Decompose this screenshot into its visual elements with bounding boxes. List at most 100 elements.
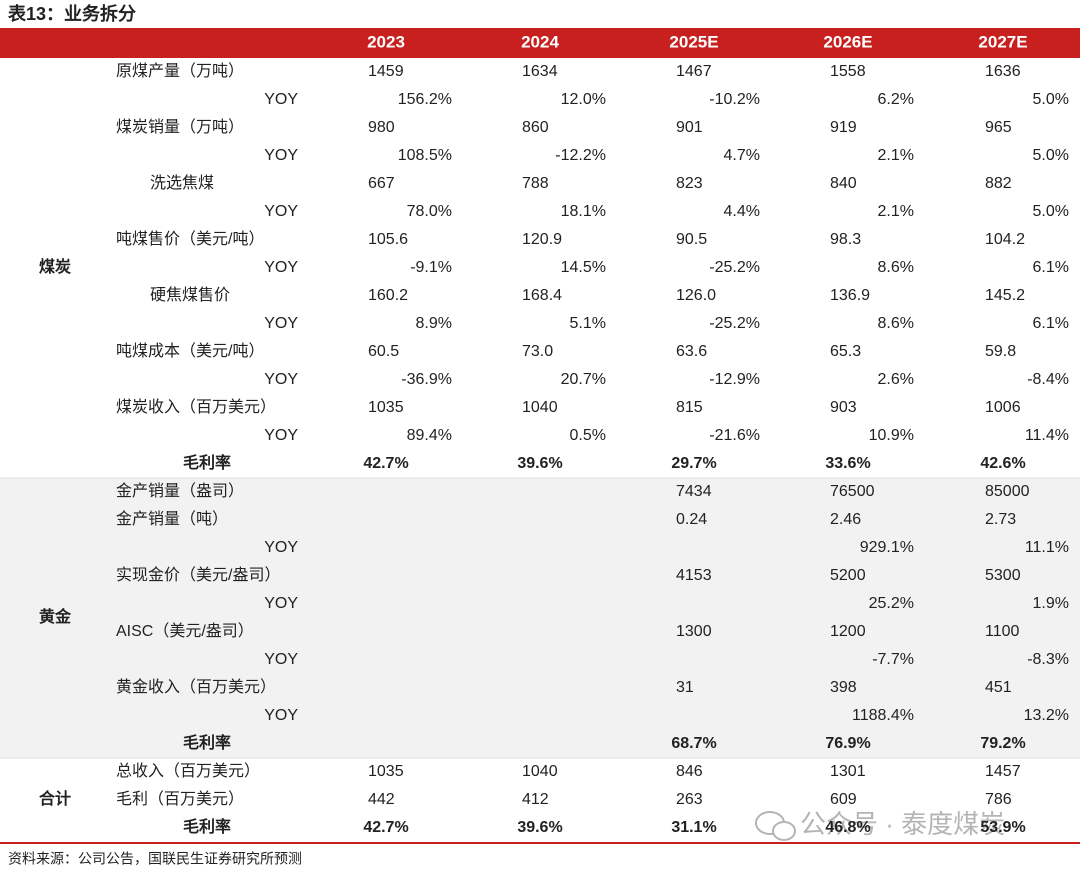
yoy-label: YOY — [264, 539, 298, 556]
margin-value: 39.6% — [517, 819, 562, 836]
cell-value: 7434 — [676, 483, 712, 500]
cell-value: 104.2 — [985, 231, 1025, 248]
cell-value: 1006 — [985, 399, 1021, 416]
cell-value: 1636 — [985, 63, 1021, 80]
cell-value: 5200 — [830, 567, 866, 584]
cell-value: 60.5 — [368, 343, 399, 360]
cell-value: 5300 — [985, 567, 1021, 584]
cell-value: 1558 — [830, 63, 866, 80]
cell-value: 1459 — [368, 63, 404, 80]
yoy-value: -12.2% — [555, 147, 606, 164]
cell-value: 786 — [985, 791, 1012, 808]
yoy-value: -9.1% — [410, 259, 452, 276]
cell-value: 609 — [830, 791, 857, 808]
cell-value: 263 — [676, 791, 703, 808]
yoy-value: 5.0% — [1033, 203, 1069, 220]
yoy-value: 5.1% — [570, 315, 606, 332]
cell-value: 442 — [368, 791, 395, 808]
cell-value: 815 — [676, 399, 703, 416]
margin-value: 31.1% — [671, 819, 716, 836]
cell-value: 1035 — [368, 399, 404, 416]
yoy-value: 0.5% — [570, 427, 606, 444]
yoy-value: 11.1% — [1025, 539, 1069, 556]
row-label: 吨煤售价（美元/吨） — [116, 230, 264, 248]
yoy-value: 11.4% — [1025, 427, 1069, 444]
section-label: 合计 — [39, 789, 71, 808]
yoy-value: 1188.4% — [852, 707, 914, 724]
cell-value: 136.9 — [830, 287, 870, 304]
yoy-value: 156.2% — [398, 91, 452, 108]
row-label: 金产销量（吨） — [116, 510, 228, 528]
cell-value: 1301 — [830, 763, 866, 780]
margin-value: 68.7% — [671, 735, 716, 752]
yoy-value: 4.7% — [724, 147, 760, 164]
cell-value: 2.46 — [830, 511, 861, 528]
table-title: 表13：业务拆分 — [8, 3, 136, 24]
yoy-value: 10.9% — [869, 427, 914, 444]
yoy-value: 5.0% — [1033, 91, 1069, 108]
cell-value: 105.6 — [368, 231, 408, 248]
cell-value: 903 — [830, 399, 857, 416]
yoy-value: 6.1% — [1033, 259, 1069, 276]
cell-value: 31 — [676, 679, 694, 696]
cell-value: 120.9 — [522, 231, 562, 248]
margin-value: 42.7% — [363, 819, 408, 836]
cell-value: 73.0 — [522, 343, 553, 360]
cell-value: 2.73 — [985, 511, 1016, 528]
row-label: 金产销量（盎司） — [116, 482, 244, 500]
section-band — [0, 478, 1080, 758]
row-label: 毛利（百万美元） — [116, 790, 244, 808]
cell-value: 76500 — [830, 483, 875, 500]
source-note: 资料来源：公司公告，国联民生证券研究所预测 — [8, 851, 302, 867]
yoy-label: YOY — [264, 707, 298, 724]
row-label: 吨煤成本（美元/吨） — [116, 342, 264, 360]
yoy-value: -10.2% — [709, 91, 760, 108]
yoy-label: YOY — [264, 203, 298, 220]
yoy-value: 2.1% — [878, 147, 914, 164]
yoy-value: 8.6% — [878, 259, 914, 276]
cell-value: 451 — [985, 679, 1012, 696]
watermark-text: 公众号 · 泰度煤炭 — [800, 809, 1005, 839]
cell-value: 63.6 — [676, 343, 707, 360]
section-label: 煤炭 — [39, 257, 71, 276]
cell-value: 840 — [830, 175, 857, 192]
yoy-value: -21.6% — [709, 427, 760, 444]
row-label: 黄金收入（百万美元） — [116, 678, 276, 696]
margin-value: 42.6% — [980, 455, 1025, 472]
cell-value: 1035 — [368, 763, 404, 780]
cell-value: 1467 — [676, 63, 712, 80]
column-header: 2025E — [669, 32, 718, 51]
yoy-value: 5.0% — [1033, 147, 1069, 164]
yoy-value: 78.0% — [407, 203, 452, 220]
yoy-value: 12.0% — [561, 91, 606, 108]
yoy-value: -36.9% — [401, 371, 452, 388]
yoy-value: -25.2% — [709, 315, 760, 332]
header-bar — [0, 28, 1080, 58]
row-label: 原煤产量（万吨） — [116, 62, 244, 80]
cell-value: 4153 — [676, 567, 712, 584]
cell-value: 145.2 — [985, 287, 1025, 304]
cell-value: 398 — [830, 679, 857, 696]
cell-value: 90.5 — [676, 231, 707, 248]
cell-value: 860 — [522, 119, 549, 136]
yoy-value: 25.2% — [869, 595, 914, 612]
margin-value: 79.2% — [980, 735, 1025, 752]
yoy-value: 1.9% — [1033, 595, 1069, 612]
yoy-label: YOY — [264, 315, 298, 332]
yoy-value: 18.1% — [561, 203, 606, 220]
row-label: 煤炭收入（百万美元） — [116, 398, 276, 416]
cell-value: 901 — [676, 119, 703, 136]
yoy-value: 14.5% — [561, 259, 606, 276]
cell-value: 1200 — [830, 623, 866, 640]
cell-value: 846 — [676, 763, 703, 780]
row-label: 洗选焦煤 — [150, 174, 214, 192]
yoy-value: 2.1% — [878, 203, 914, 220]
row-label: AISC（美元/盎司） — [116, 622, 254, 640]
yoy-label: YOY — [264, 595, 298, 612]
yoy-value: 13.2% — [1024, 707, 1069, 724]
margin-value: 46.8% — [825, 819, 870, 836]
margin-value: 39.6% — [517, 455, 562, 472]
cell-value: 1040 — [522, 763, 558, 780]
cell-value: 667 — [368, 175, 395, 192]
cell-value: 1634 — [522, 63, 558, 80]
